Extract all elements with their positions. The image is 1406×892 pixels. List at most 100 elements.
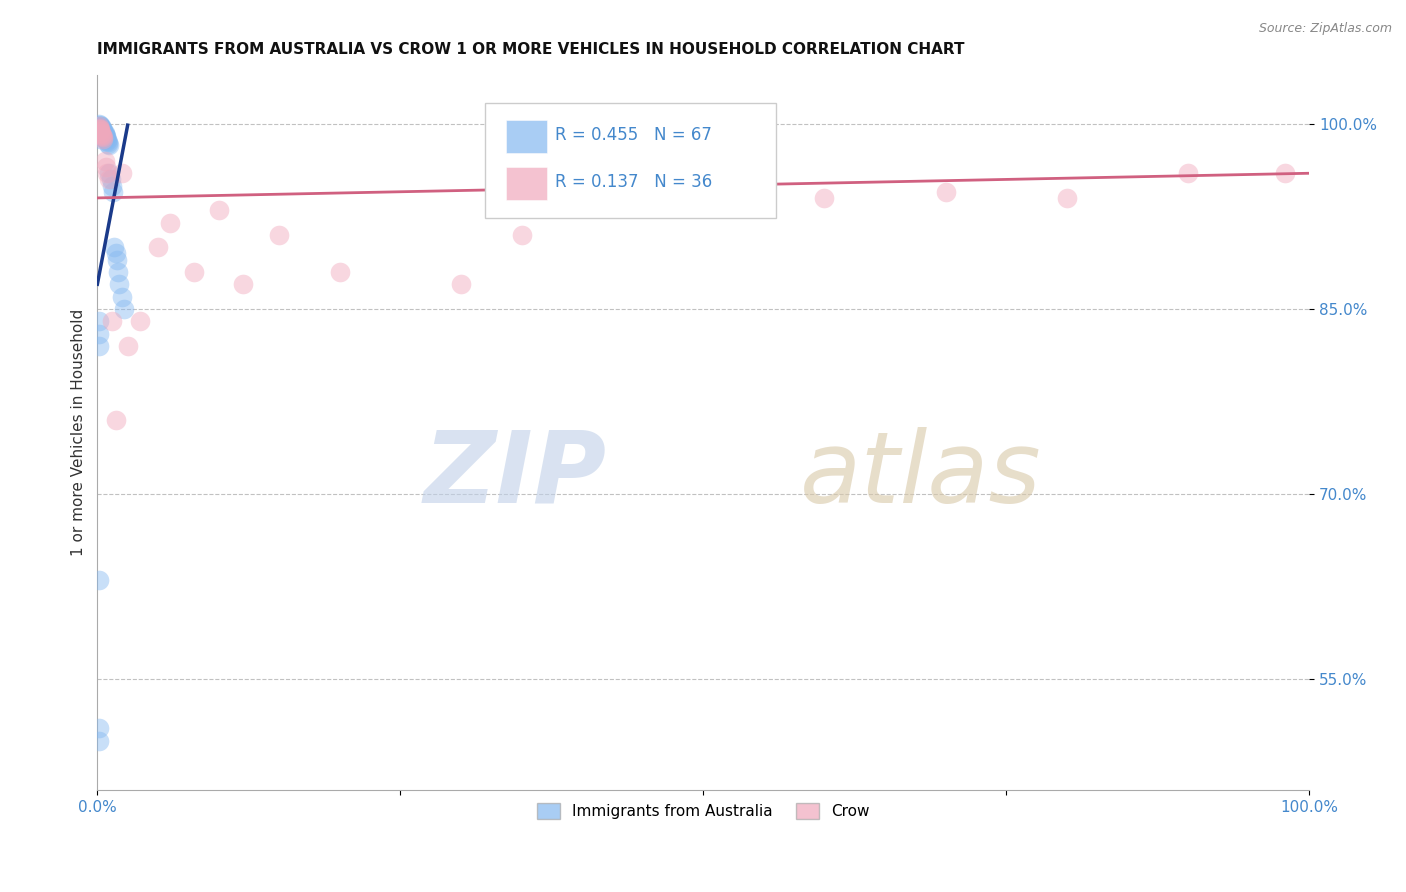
Text: Source: ZipAtlas.com: Source: ZipAtlas.com bbox=[1258, 22, 1392, 36]
Point bbox=[89, 120, 111, 135]
Point bbox=[90, 128, 112, 142]
Point bbox=[110, 289, 132, 303]
Point bbox=[93, 128, 115, 142]
Point bbox=[90, 120, 112, 134]
Text: R = 0.137   N = 36: R = 0.137 N = 36 bbox=[555, 173, 713, 191]
Text: atlas: atlas bbox=[800, 426, 1042, 524]
Point bbox=[87, 121, 110, 136]
Point bbox=[89, 130, 111, 145]
Point bbox=[91, 128, 114, 142]
Point bbox=[101, 185, 124, 199]
Point bbox=[104, 413, 127, 427]
Point bbox=[232, 277, 254, 292]
Point bbox=[93, 127, 115, 141]
Point bbox=[87, 121, 110, 136]
Point bbox=[1274, 166, 1296, 180]
Point bbox=[94, 132, 117, 146]
Point bbox=[96, 166, 118, 180]
Point bbox=[93, 129, 115, 144]
Point bbox=[93, 127, 115, 141]
Point bbox=[89, 127, 111, 141]
Point bbox=[98, 166, 121, 180]
Point bbox=[89, 121, 111, 136]
Point bbox=[87, 120, 110, 135]
Point bbox=[89, 118, 111, 132]
Point bbox=[94, 130, 117, 145]
Point bbox=[93, 126, 115, 140]
Point bbox=[90, 127, 112, 141]
Point bbox=[107, 265, 129, 279]
Point bbox=[128, 314, 150, 328]
Point bbox=[91, 126, 114, 140]
Point bbox=[89, 124, 111, 138]
Point bbox=[94, 129, 117, 144]
Point bbox=[813, 191, 835, 205]
Point bbox=[91, 120, 114, 135]
Point bbox=[89, 124, 111, 138]
Point bbox=[90, 126, 112, 140]
Point bbox=[90, 127, 112, 141]
Point bbox=[96, 133, 118, 147]
Point bbox=[90, 126, 112, 140]
Point bbox=[97, 136, 120, 151]
Point bbox=[87, 326, 110, 341]
Point bbox=[692, 191, 714, 205]
Point bbox=[94, 160, 117, 174]
Point bbox=[101, 314, 124, 328]
Point bbox=[93, 124, 115, 138]
Point bbox=[87, 339, 110, 353]
Point bbox=[1177, 166, 1199, 180]
Point bbox=[96, 134, 118, 148]
Point bbox=[91, 121, 114, 136]
Point bbox=[117, 339, 139, 353]
Point bbox=[183, 265, 205, 279]
Point bbox=[87, 123, 110, 137]
Point bbox=[91, 124, 114, 138]
Text: R = 0.455   N = 67: R = 0.455 N = 67 bbox=[555, 127, 713, 145]
Point bbox=[90, 124, 112, 138]
Point bbox=[91, 127, 114, 141]
Point bbox=[101, 178, 124, 193]
Point bbox=[89, 129, 111, 144]
Point bbox=[1056, 191, 1078, 205]
Point bbox=[97, 136, 120, 150]
Point bbox=[112, 301, 135, 316]
Point bbox=[87, 314, 110, 328]
Point bbox=[935, 185, 957, 199]
FancyBboxPatch shape bbox=[506, 167, 547, 200]
Point bbox=[93, 153, 115, 168]
Point bbox=[89, 126, 111, 140]
Point bbox=[87, 733, 110, 747]
Point bbox=[89, 132, 111, 146]
Point bbox=[89, 123, 111, 137]
Point bbox=[87, 126, 110, 140]
Point bbox=[207, 203, 229, 218]
Point bbox=[89, 121, 111, 136]
Point bbox=[329, 265, 352, 279]
Point bbox=[450, 277, 472, 292]
Point bbox=[108, 277, 131, 292]
Point bbox=[146, 240, 169, 254]
Point bbox=[87, 120, 110, 134]
Point bbox=[93, 126, 115, 140]
Point bbox=[100, 172, 122, 186]
Point bbox=[89, 123, 111, 137]
Point bbox=[93, 130, 115, 145]
Point bbox=[87, 721, 110, 735]
Point bbox=[89, 120, 111, 134]
Point bbox=[105, 252, 128, 267]
Point bbox=[91, 123, 114, 137]
Point bbox=[110, 166, 132, 180]
FancyBboxPatch shape bbox=[506, 120, 547, 153]
Point bbox=[90, 121, 112, 136]
Point bbox=[87, 120, 110, 135]
Point bbox=[87, 117, 110, 131]
Point bbox=[103, 240, 125, 254]
Point bbox=[90, 120, 112, 135]
Point bbox=[91, 129, 114, 144]
Point bbox=[87, 574, 110, 588]
Legend: Immigrants from Australia, Crow: Immigrants from Australia, Crow bbox=[531, 797, 876, 825]
Point bbox=[90, 129, 112, 144]
Point bbox=[93, 132, 115, 146]
Point bbox=[89, 128, 111, 142]
